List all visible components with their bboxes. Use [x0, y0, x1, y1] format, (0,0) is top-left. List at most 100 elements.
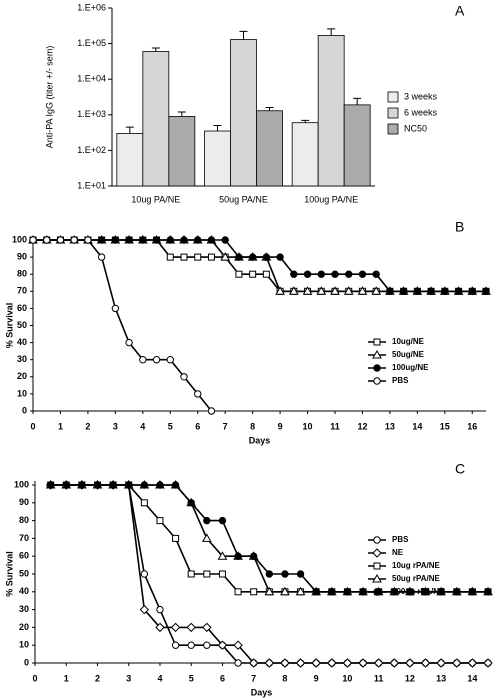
x-tick-label: 0 [30, 421, 35, 431]
point [248, 253, 257, 261]
error-bar [301, 119, 310, 123]
y-tick-label: 90 [17, 251, 27, 261]
series-line [33, 239, 486, 293]
x-tick-label: 4 [140, 421, 145, 431]
point [125, 481, 133, 489]
point [262, 270, 270, 278]
point [483, 658, 493, 668]
y-tick-label: 50 [19, 568, 29, 578]
legend-swatch [387, 91, 399, 103]
point [437, 588, 445, 596]
point [187, 499, 195, 507]
y-tick-label: 1.E+04 [77, 74, 106, 84]
point [139, 236, 147, 244]
point [316, 286, 327, 295]
point [140, 481, 149, 489]
x-tick-label: 8 [282, 673, 287, 683]
x-tick-label: 2 [85, 421, 90, 431]
legend-label: 10ug/NE [392, 337, 425, 346]
point [70, 236, 78, 244]
y-tick-label: 100 [14, 479, 29, 489]
error-bar [151, 47, 160, 52]
legend-marker [373, 562, 381, 570]
point [203, 516, 211, 525]
point [139, 356, 147, 364]
point [156, 605, 164, 614]
x-tick-label: 1 [58, 421, 63, 431]
point [372, 270, 380, 278]
legend-label: 100ug/NE [392, 363, 429, 372]
point [194, 236, 202, 244]
x-tick-label: 10ug PA/NE [131, 194, 180, 204]
legend-label: 10ug rPA/NE [392, 561, 441, 570]
point [97, 253, 106, 261]
series-line [33, 239, 486, 293]
point [373, 658, 384, 668]
point [303, 270, 312, 278]
x-tick-label: 6 [195, 421, 200, 431]
point [389, 658, 399, 668]
point [171, 641, 180, 649]
point [172, 534, 180, 542]
y-tick-label: 50 [17, 320, 27, 330]
point [166, 356, 174, 364]
point [194, 390, 202, 398]
point [468, 287, 476, 295]
point [170, 622, 181, 633]
bar [317, 34, 345, 187]
point [357, 286, 368, 295]
point [296, 570, 305, 578]
y-tick-label: 60 [17, 303, 27, 313]
point [413, 287, 422, 295]
y-tick-label: 100 [12, 234, 27, 244]
point [155, 622, 165, 633]
point [166, 253, 174, 261]
point [156, 517, 164, 525]
point [317, 270, 325, 278]
point [166, 236, 174, 244]
point [358, 658, 368, 668]
point [217, 640, 228, 650]
point [454, 287, 463, 295]
x-tick-label: 12 [357, 421, 367, 431]
error-bar [213, 125, 222, 132]
point [187, 570, 195, 578]
point [93, 481, 102, 489]
point [152, 356, 161, 364]
x-tick-label: 5 [168, 421, 173, 431]
point [140, 499, 148, 507]
point [194, 253, 202, 261]
point [482, 287, 490, 295]
point [262, 253, 271, 261]
legend-marker [373, 364, 381, 372]
point [330, 286, 340, 295]
y-tick-label: 40 [17, 337, 27, 347]
y-tick-label: 0 [24, 657, 29, 667]
y-tick-label: 80 [19, 515, 29, 525]
x-tick-label: 16 [467, 421, 477, 431]
point [420, 658, 431, 668]
point [84, 236, 92, 244]
y-axis-label: % Survival [4, 551, 14, 597]
y-tick-label: 80 [17, 269, 27, 279]
panel-label: B [455, 219, 464, 235]
y-tick-label: 1.E+05 [77, 38, 106, 48]
x-tick-label: 10 [342, 673, 352, 683]
point [78, 481, 86, 489]
legend-swatch [387, 123, 399, 135]
legend-label: 100ug rPA/NE [392, 587, 445, 596]
point [386, 287, 394, 295]
y-tick-label: 0 [22, 405, 27, 415]
y-tick-label: 1.E+02 [77, 145, 106, 155]
y-tick-label: 90 [19, 497, 29, 507]
point [221, 236, 229, 244]
y-tick-label: 10 [19, 640, 29, 650]
point [233, 640, 243, 650]
x-tick-label: 11 [374, 673, 384, 683]
bar [142, 51, 170, 187]
point [452, 658, 462, 668]
point [421, 588, 430, 596]
point [468, 588, 477, 596]
legend-label: NC50 [404, 123, 427, 133]
